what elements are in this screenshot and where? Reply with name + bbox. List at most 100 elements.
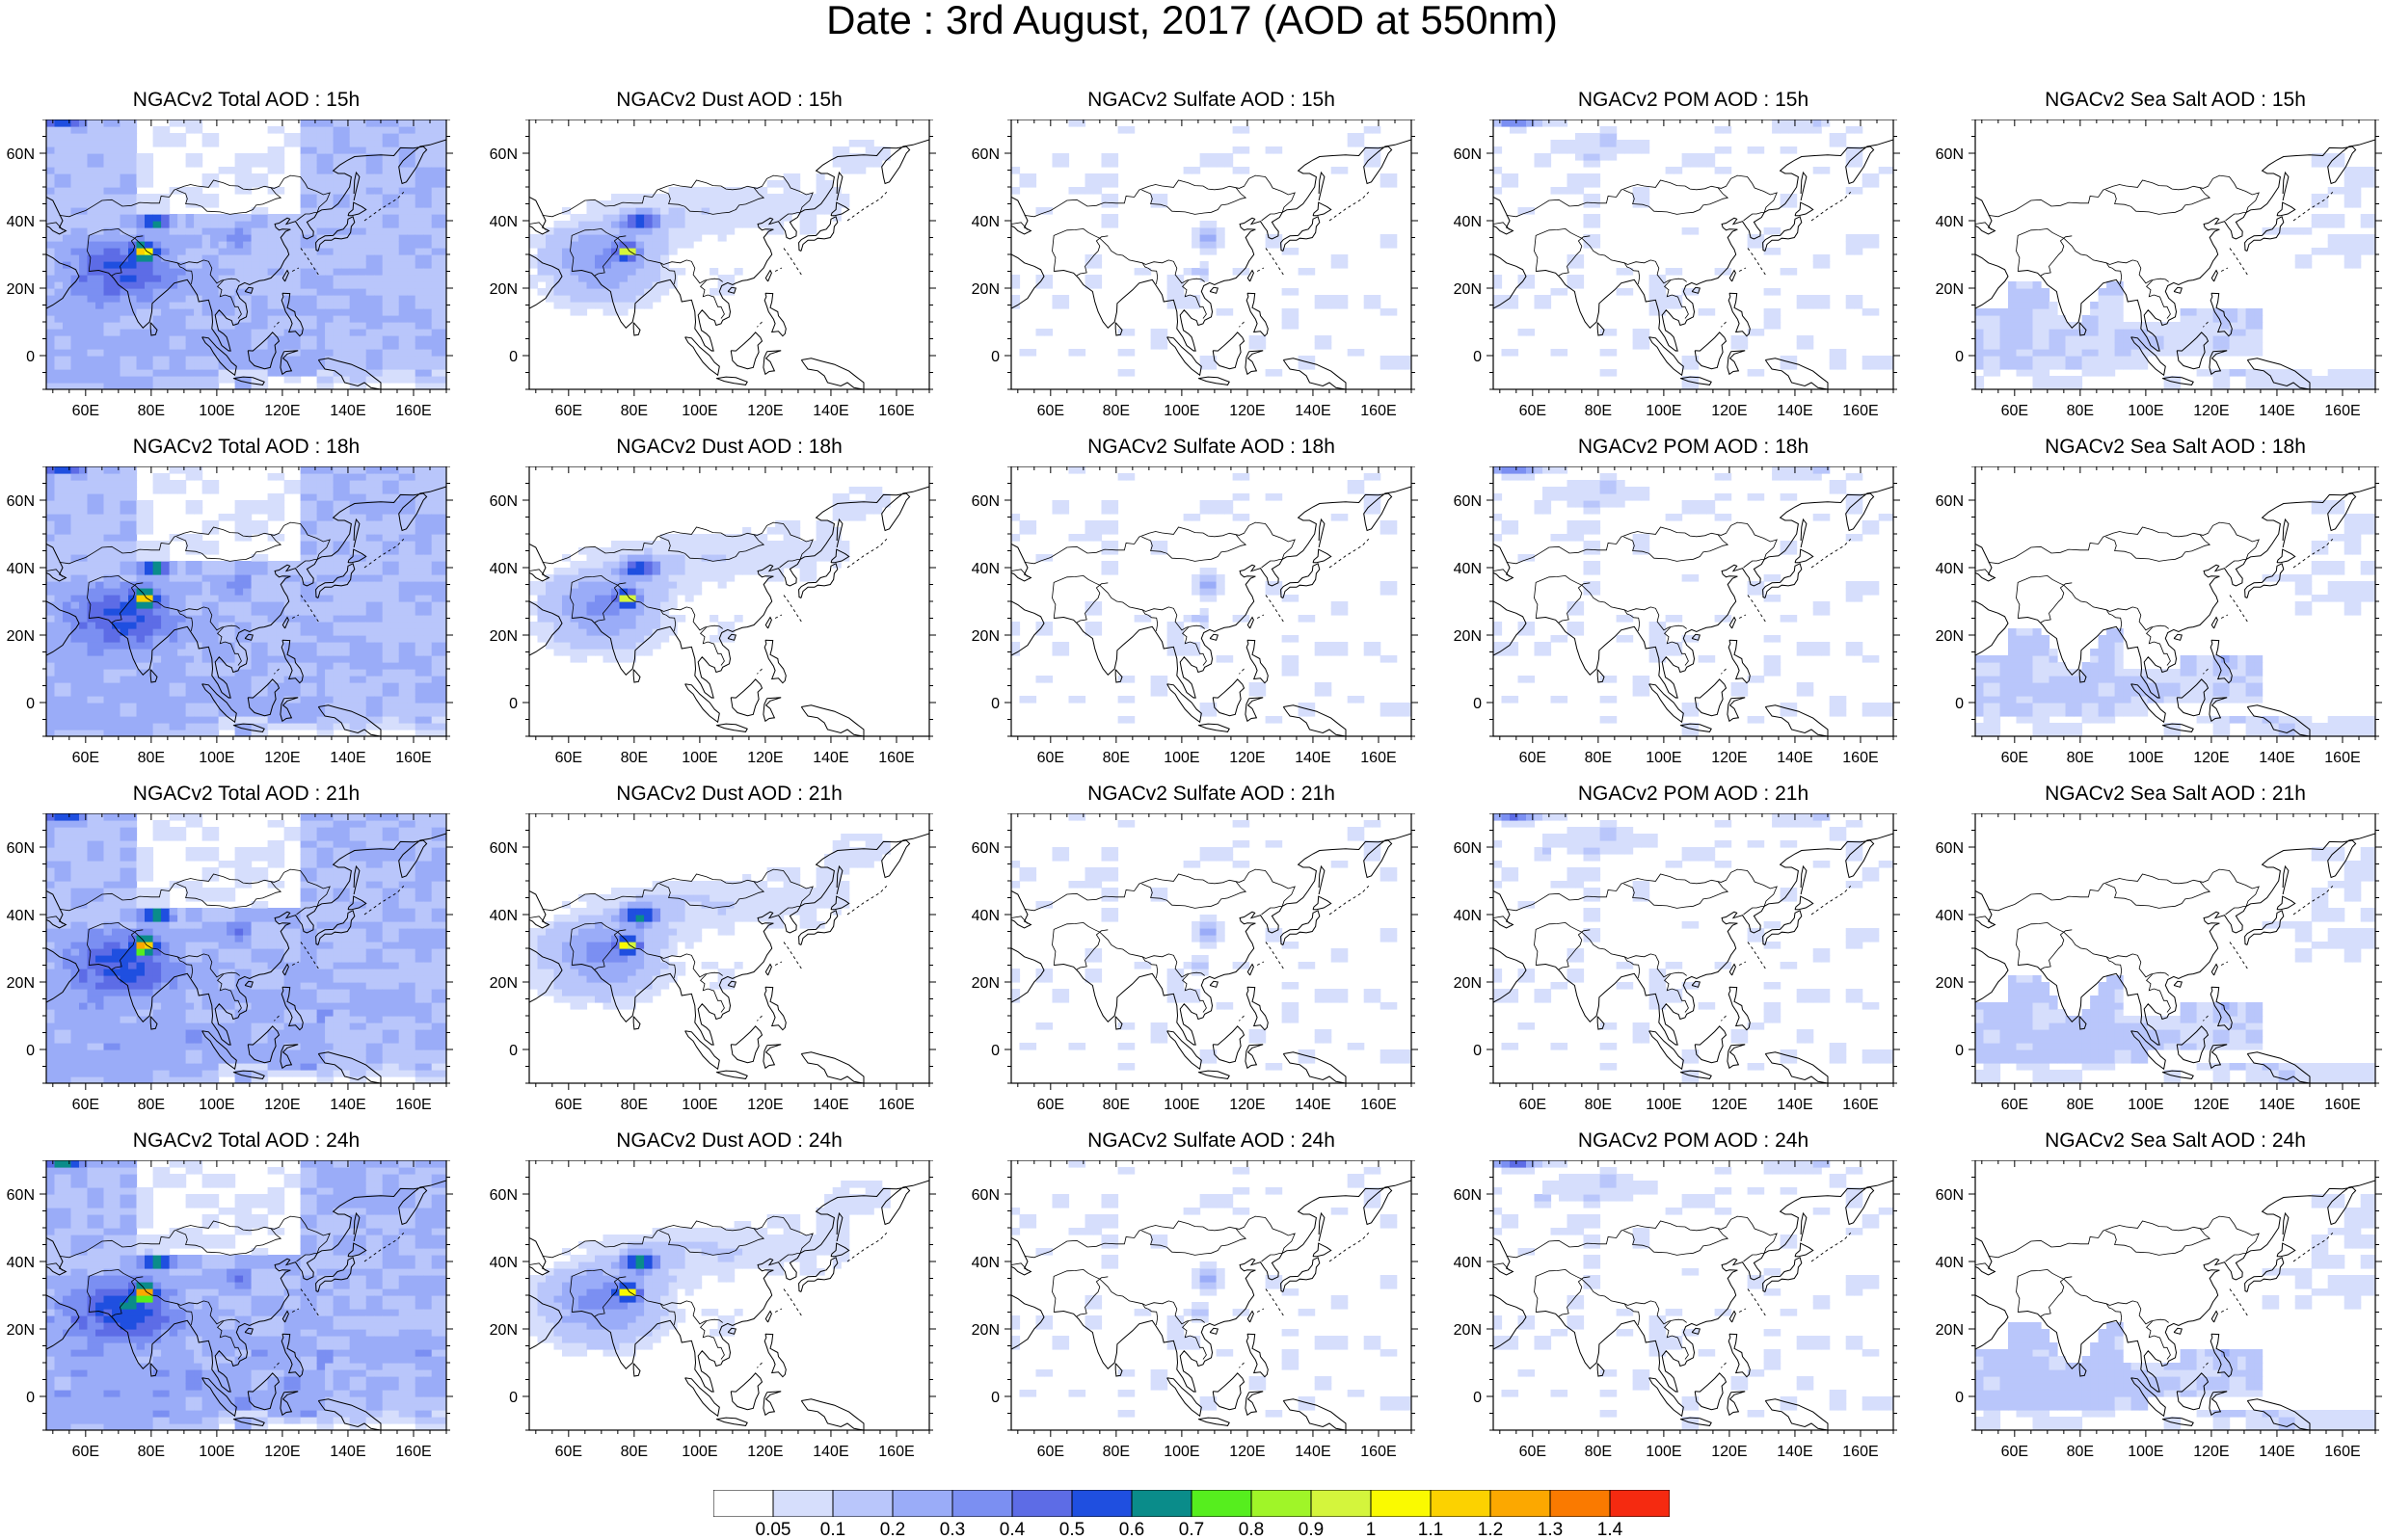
lon-tick-label: 140E — [330, 1444, 365, 1460]
colorbar-box — [1132, 1490, 1192, 1517]
lon-tick-label: 80E — [138, 1444, 165, 1460]
lat-tick-label: 40N — [972, 908, 1000, 924]
colorbar-label: 0.8 — [1222, 1521, 1280, 1540]
lat-tick-label: 40N — [1936, 908, 1964, 924]
lon-tick-label: 140E — [1295, 1444, 1330, 1460]
lat-tick-label: 0 — [26, 1390, 35, 1406]
lon-tick-label: 60E — [2001, 1444, 2028, 1460]
lon-tick-label: 100E — [682, 750, 717, 766]
lat-tick-label: 20N — [972, 628, 1000, 645]
lat-tick-label: 20N — [1936, 281, 1964, 298]
lat-tick-label: 0 — [991, 1390, 1000, 1406]
lat-tick-label: 20N — [7, 628, 35, 645]
colorbar-label: 1.1 — [1402, 1521, 1460, 1540]
lon-tick-label: 160E — [1842, 1444, 1878, 1460]
lat-tick-label: 40N — [490, 561, 518, 577]
lon-tick-label: 140E — [330, 403, 365, 419]
lon-tick-label: 60E — [2001, 1097, 2028, 1113]
lon-tick-label: 80E — [1585, 1097, 1612, 1113]
lat-tick-label: 60N — [1454, 493, 1482, 510]
lon-tick-label: 160E — [395, 1097, 431, 1113]
lon-tick-label: 100E — [2128, 403, 2163, 419]
lat-tick-label: 40N — [972, 561, 1000, 577]
aod-field — [1493, 1160, 1895, 1431]
lat-tick-label: 0 — [1955, 696, 1964, 712]
aod-field — [1011, 119, 1413, 377]
colorbar-box — [1311, 1490, 1371, 1517]
colorbar-box — [1371, 1490, 1431, 1517]
lat-tick-label: 40N — [7, 1255, 35, 1271]
colorbar-label: 1.4 — [1581, 1521, 1639, 1540]
lon-tick-label: 140E — [1777, 403, 1812, 419]
lon-tick-label: 100E — [1164, 1444, 1199, 1460]
lon-tick-label: 120E — [747, 1444, 783, 1460]
aod-field — [529, 1181, 891, 1357]
aod-field — [1493, 466, 1895, 737]
lat-tick-label: 0 — [1473, 1043, 1482, 1059]
lat-tick-label: 0 — [26, 349, 35, 365]
lon-tick-label: 80E — [621, 1444, 648, 1460]
lat-tick-label: 60N — [1454, 146, 1482, 163]
lat-tick-label: 20N — [1454, 628, 1482, 645]
lon-tick-label: 140E — [330, 750, 365, 766]
lon-tick-label: 100E — [682, 1444, 717, 1460]
panel-title: NGACv2 Total AOD : 15h — [6, 90, 488, 111]
lat-tick-label: 20N — [7, 1322, 35, 1339]
lon-tick-label: 140E — [1777, 1444, 1812, 1460]
colorbar-box — [893, 1490, 952, 1517]
lon-tick-label: 60E — [1519, 403, 1546, 419]
aod-field — [46, 1160, 448, 1431]
lat-tick-label: 0 — [991, 1043, 1000, 1059]
lat-tick-label: 40N — [1936, 214, 1964, 230]
lon-tick-label: 160E — [1842, 1097, 1878, 1113]
colorbar-box — [1490, 1490, 1550, 1517]
lon-tick-label: 100E — [1164, 403, 1199, 419]
lat-tick-label: 0 — [1473, 696, 1482, 712]
lon-tick-label: 140E — [330, 1097, 365, 1113]
colorbar-label: 0.6 — [1103, 1521, 1161, 1540]
lon-tick-label: 120E — [747, 1097, 783, 1113]
lat-tick-label: 60N — [972, 146, 1000, 163]
lat-tick-label: 20N — [972, 1322, 1000, 1339]
lon-tick-label: 80E — [2067, 1444, 2094, 1460]
lon-tick-label: 60E — [555, 1444, 582, 1460]
aod-field — [46, 466, 448, 737]
lon-tick-label: 120E — [1711, 1097, 1747, 1113]
colorbar-label: 0.3 — [924, 1521, 981, 1540]
colorbar-label: 0.05 — [744, 1521, 802, 1540]
lat-tick-label: 20N — [972, 975, 1000, 992]
lat-tick-label: 20N — [7, 281, 35, 298]
lon-tick-label: 120E — [264, 750, 300, 766]
lon-tick-label: 100E — [1646, 1444, 1681, 1460]
colorbar-box — [713, 1490, 773, 1517]
lon-tick-label: 140E — [813, 403, 848, 419]
aod-field — [1011, 1160, 1413, 1418]
lat-tick-label: 40N — [490, 214, 518, 230]
lon-tick-label: 60E — [1519, 1097, 1546, 1113]
lon-tick-label: 80E — [1103, 750, 1130, 766]
panel-title: NGACv2 Sea Salt AOD : 18h — [1935, 437, 2384, 458]
lon-tick-label: 120E — [1711, 750, 1747, 766]
panel-title: NGACv2 Dust AOD : 24h — [489, 1130, 971, 1152]
lon-tick-label: 80E — [1585, 1444, 1612, 1460]
panel-title: NGACv2 Sea Salt AOD : 15h — [1935, 90, 2384, 111]
colorbar-label: 0.2 — [864, 1521, 922, 1540]
lon-tick-label: 120E — [747, 750, 783, 766]
lon-tick-label: 120E — [1229, 750, 1265, 766]
lon-tick-label: 120E — [747, 403, 783, 419]
lon-tick-label: 60E — [1519, 1444, 1546, 1460]
lat-tick-label: 60N — [972, 840, 1000, 857]
lat-tick-label: 60N — [1936, 493, 1964, 510]
aod-field — [1975, 153, 2377, 390]
lon-tick-label: 160E — [1842, 403, 1878, 419]
lon-tick-label: 80E — [621, 403, 648, 419]
lat-tick-label: 40N — [1454, 1255, 1482, 1271]
lat-tick-label: 20N — [1936, 628, 1964, 645]
lat-tick-label: 20N — [490, 1322, 518, 1339]
lon-tick-label: 80E — [1585, 750, 1612, 766]
lon-tick-label: 120E — [2193, 1444, 2229, 1460]
lon-tick-label: 100E — [2128, 1097, 2163, 1113]
